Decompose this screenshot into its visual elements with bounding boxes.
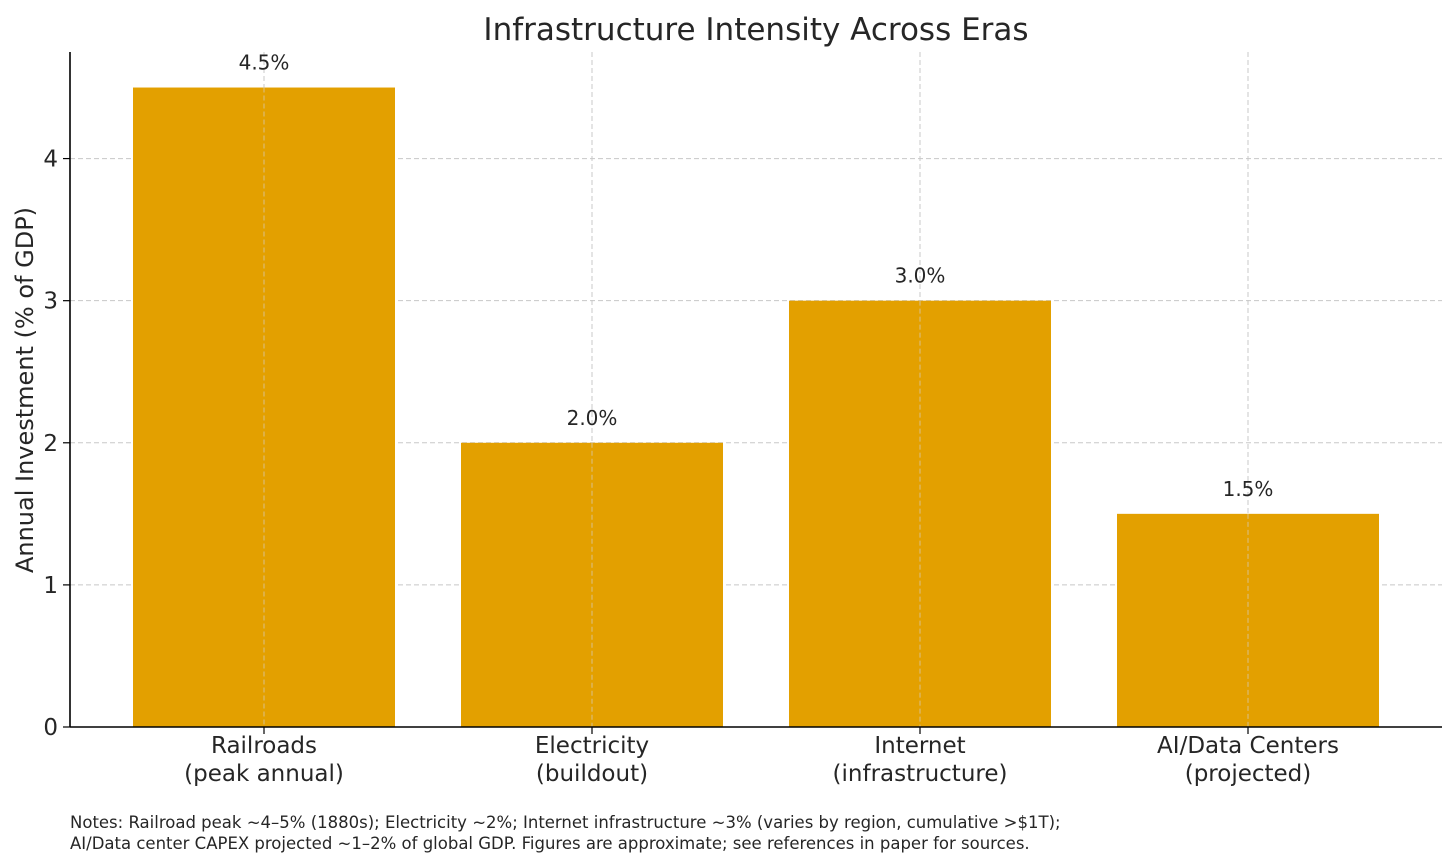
y-tick-label: 0 — [43, 715, 58, 741]
ticks — [63, 157, 1249, 734]
y-tick-label: 4 — [43, 147, 58, 173]
y-tick-label: 2 — [43, 431, 58, 457]
category-name: AI/Data Centers — [1157, 733, 1339, 759]
bars — [133, 87, 1379, 728]
category-subtitle: (peak annual) — [184, 761, 344, 787]
category-name: Internet — [874, 733, 965, 759]
chart-title: Infrastructure Intensity Across Eras — [483, 12, 1028, 48]
x-tick-label: Internet (infrastructure) — [833, 733, 1008, 787]
y-tick-label: 3 — [43, 289, 58, 315]
category-subtitle: (projected) — [1185, 761, 1312, 787]
labels: 0 1 2 3 4 4.5% Railroads (peak annual) 2.0% Elect… — [43, 51, 1339, 787]
category-name: Railroads — [211, 733, 317, 759]
data-label: 3.0% — [895, 264, 946, 288]
data-label: 1.5% — [1223, 477, 1274, 501]
category-name: Electricity — [535, 733, 649, 759]
notes-line-2: AI/Data center CAPEX projected ~1–2% of … — [70, 834, 1030, 853]
y-axis-label: Annual Investment (% of GDP) — [11, 207, 39, 573]
data-label: 2.0% — [567, 406, 618, 430]
bar — [133, 87, 395, 728]
data-label: 4.5% — [239, 51, 290, 75]
x-tick-label: Railroads (peak annual) — [184, 733, 344, 787]
y-tick-label: 1 — [43, 573, 58, 599]
x-tick-label: Electricity (buildout) — [535, 733, 649, 787]
axes — [69, 52, 1442, 728]
category-subtitle: (buildout) — [536, 761, 648, 787]
x-tick-label: AI/Data Centers (projected) — [1157, 733, 1339, 787]
notes-line-1: Notes: Railroad peak ~4–5% (1880s); Elec… — [70, 813, 1061, 832]
category-subtitle: (infrastructure) — [833, 761, 1008, 787]
